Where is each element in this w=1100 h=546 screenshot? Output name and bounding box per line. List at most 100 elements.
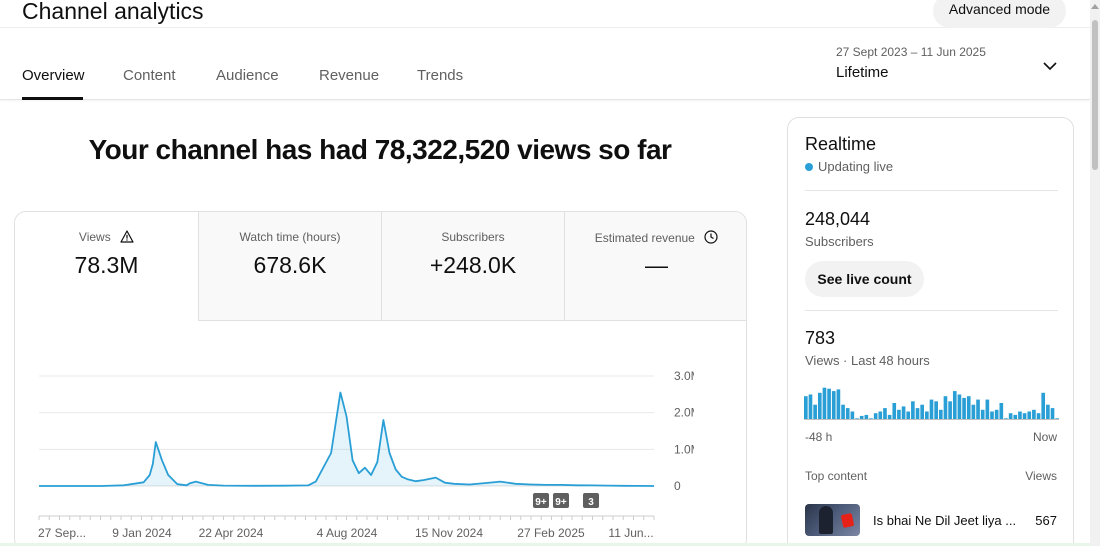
scrollbar-thumb[interactable] [1092,20,1098,170]
realtime-bar [1013,414,1018,420]
live-dot-icon [805,163,813,171]
realtime-bar [906,411,911,420]
realtime-bar [817,392,822,420]
x-tick-label: 11 Jun... [608,526,653,540]
y-tick-label: 3.0M [674,369,694,383]
realtime-bar [957,394,962,420]
event-marker-label: 9+ [555,497,567,508]
metric-value: +248.0K [429,252,517,278]
realtime-bar [990,411,994,420]
x-tick-label: 4 Aug 2024 [317,526,378,540]
realtime-bar [897,409,901,420]
realtime-bar [1041,392,1046,420]
tab-overview[interactable]: Overview [22,67,85,84]
live-status: Updating live [818,159,894,174]
divider [805,190,1058,191]
realtime-bar [883,408,887,420]
page-title: Channel analytics [22,0,204,24]
realtime-bar [966,396,971,420]
realtime-bar [841,404,845,420]
clock-icon[interactable] [704,230,718,244]
event-marker [533,493,549,508]
top-bar: Channel analytics Advanced mode [0,0,1090,28]
tab-trends[interactable]: Trends [417,67,464,84]
realtime-subscribers-count: 248,044 [805,209,871,229]
warning-icon[interactable] [120,230,134,243]
realtime-axis-start: -48 h [805,430,833,444]
date-range-text[interactable]: 27 Sept 2023 – 11 Jun 2025 [836,45,986,59]
realtime-bar [1032,409,1036,420]
realtime-bar [994,409,999,420]
chevron-down-icon[interactable] [1041,57,1059,75]
top-content-video-views: 567 [1035,513,1057,528]
metric-watch-time[interactable]: Watch time (hours) 678.6K [198,212,381,321]
realtime-bar [1027,411,1032,420]
realtime-bar [976,399,980,420]
realtime-bar [831,391,836,420]
realtime-bar [1050,408,1055,420]
x-tick-label: 15 Nov 2024 [415,526,483,540]
metric-label: Subscribers [441,230,505,244]
realtime-bar [827,388,831,420]
event-marker [553,493,569,508]
event-marker-label: 3 [588,497,594,508]
event-marker [583,493,599,508]
shorts-icon [840,512,855,529]
views-line-chart[interactable]: 3.0M 2.0M 1.0M 0 27 Sep... 9 Jan 2024 22 Apr 2… [14,350,694,544]
tab-revenue[interactable]: Revenue [319,67,380,84]
top-content-video-title[interactable]: Is bhai Ne Dil Jeet liya ... [873,513,1017,528]
top-content-views-heading: Views [1025,469,1057,483]
realtime-views-bar-chart[interactable] [804,384,1059,420]
realtime-subscribers-label: Subscribers [805,234,874,249]
x-tick-label: 22 Apr 2024 [199,526,264,540]
realtime-bar [1022,413,1027,420]
active-tab-indicator [22,97,83,100]
scroll-up-arrow-icon[interactable] [1091,4,1099,9]
realtime-bar [999,403,1004,420]
metric-estimated-revenue[interactable]: Estimated revenue — [564,212,746,321]
event-marker-label: 9+ [535,497,547,508]
realtime-bar [943,396,948,420]
realtime-bar [911,401,915,420]
realtime-bar [813,404,817,420]
realtime-bar [822,387,827,420]
y-tick-label: 2.0M [674,406,694,420]
divider [805,310,1058,311]
period-selector[interactable]: Lifetime [836,64,889,81]
y-tick-label: 1.0M [674,442,694,456]
realtime-bar [915,408,920,420]
realtime-bar [985,399,990,420]
metric-value: 678.6K [253,252,327,278]
tab-audience[interactable]: Audience [216,67,279,84]
realtime-bar [878,411,883,420]
advanced-mode-button[interactable]: Advanced mode [933,0,1066,28]
realtime-bar [873,413,878,420]
metric-subscribers[interactable]: Subscribers +248.0K [381,212,564,321]
realtime-bar [971,404,976,420]
realtime-bar [952,391,957,420]
x-tick-label: 9 Jan 2024 [112,526,172,540]
realtime-views-label: Views · Last 48 hours [805,353,930,368]
metric-views[interactable]: Views 78.3M [15,212,198,321]
realtime-bar [864,414,869,420]
realtime-bar [938,409,943,420]
metric-label: Watch time (hours) [239,230,341,244]
metric-label: Estimated revenue [594,231,695,245]
realtime-title: Realtime [805,134,877,154]
realtime-bar [892,403,897,420]
see-live-count-button[interactable]: See live count [805,261,924,297]
realtime-bar [1036,413,1041,420]
tab-content[interactable]: Content [123,67,176,84]
realtime-views-count: 783 [805,328,836,348]
realtime-bar [1008,413,1013,420]
realtime-bar [962,397,966,420]
realtime-bar [1018,411,1022,420]
realtime-bar [948,401,952,420]
video-thumbnail[interactable] [805,504,860,536]
metrics-card: Views 78.3M Watch time (hours) 678.6K Su… [14,211,747,546]
realtime-bar [859,415,864,420]
realtime-bar [1046,404,1050,420]
scrollbar[interactable] [1090,0,1100,546]
advanced-mode-label: Advanced mode [948,1,1051,17]
